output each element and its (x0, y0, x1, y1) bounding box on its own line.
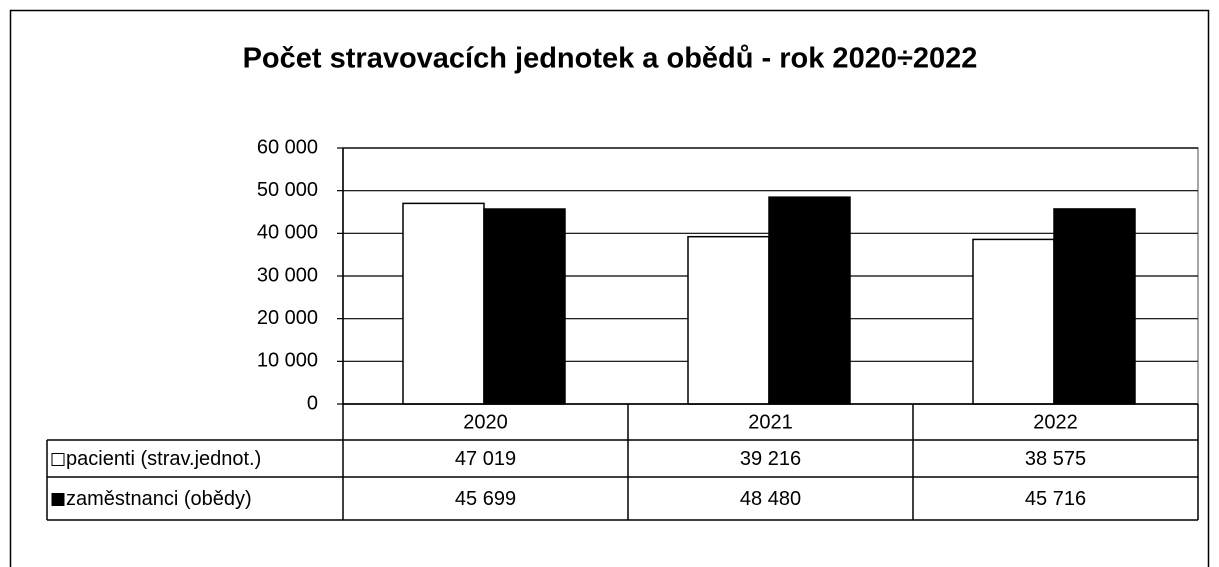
table-value: 47 019 (455, 448, 516, 470)
table-value: 48 480 (740, 488, 801, 510)
table-value: 39 216 (740, 448, 801, 470)
bar (687, 235, 770, 405)
legend-key (51, 453, 65, 466)
x-tick-label: 2020 (463, 411, 508, 433)
bar (483, 208, 566, 405)
bar (768, 196, 851, 405)
bar (1053, 208, 1136, 405)
table-value: 45 699 (455, 488, 516, 510)
y-tick-label: 50 000 (257, 179, 318, 201)
bar (972, 238, 1055, 405)
y-tick-label: 40 000 (257, 222, 318, 244)
x-tick-label: 2022 (1033, 411, 1078, 433)
legend-label: pacienti (strav.jednot.) (66, 448, 261, 470)
table-value: 38 575 (1025, 448, 1086, 470)
x-tick-label: 2021 (748, 411, 793, 433)
y-tick-label: 0 (307, 392, 318, 414)
legend-key (51, 493, 65, 506)
table-value: 45 716 (1025, 488, 1086, 510)
y-tick-label: 10 000 (257, 350, 318, 372)
y-tick-label: 20 000 (257, 307, 318, 329)
legend-label: zaměstnanci (obědy) (66, 488, 252, 510)
y-tick-label: 60 000 (257, 136, 318, 158)
bar (402, 202, 485, 405)
chart-title: Počet stravovacích jednotek a obědů - ro… (243, 43, 978, 75)
y-tick-label: 30 000 (257, 264, 318, 286)
